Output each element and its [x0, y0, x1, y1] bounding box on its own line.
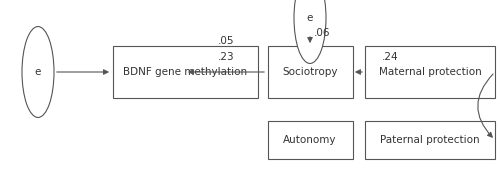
Bar [268, 121, 352, 159]
Bar [268, 46, 352, 98]
Ellipse shape [22, 27, 54, 117]
Text: Sociotropy: Sociotropy [282, 67, 338, 77]
Text: e: e [35, 67, 41, 77]
Bar [365, 46, 495, 98]
Text: e: e [307, 13, 313, 23]
Bar [112, 46, 258, 98]
Text: .24: .24 [382, 52, 398, 62]
Text: .06: .06 [314, 28, 330, 38]
Text: Maternal protection: Maternal protection [378, 67, 482, 77]
Ellipse shape [294, 0, 326, 64]
Bar [365, 121, 495, 159]
Text: Autonomy: Autonomy [283, 135, 337, 145]
Text: .23: .23 [218, 52, 234, 62]
Text: .05: .05 [218, 36, 234, 46]
Text: Paternal protection: Paternal protection [380, 135, 480, 145]
Text: BDNF gene methylation: BDNF gene methylation [123, 67, 247, 77]
